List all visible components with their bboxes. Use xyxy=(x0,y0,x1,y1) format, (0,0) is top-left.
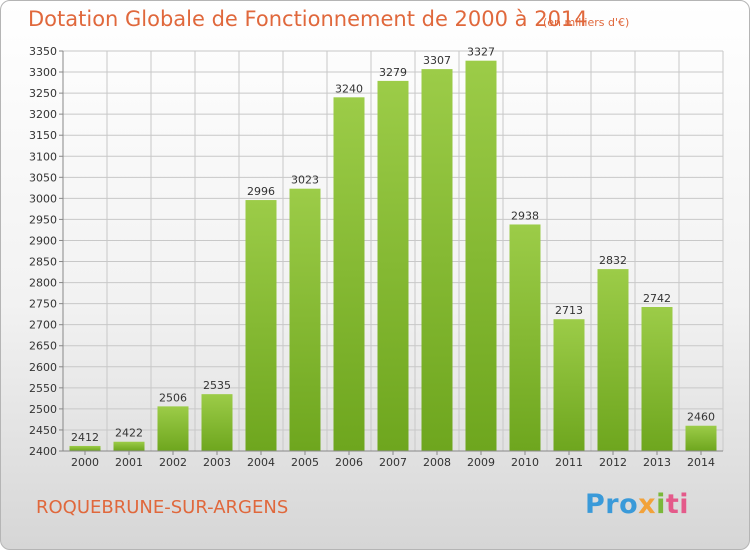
bar-2014 xyxy=(685,425,717,451)
x-tick-label-2013: 2013 xyxy=(643,456,671,469)
x-tick-label-2000: 2000 xyxy=(71,456,99,469)
data-label-2001: 2422 xyxy=(115,427,143,440)
x-tick-label-2002: 2002 xyxy=(159,456,187,469)
data-label-2009: 3327 xyxy=(467,46,495,59)
data-label-2000: 2412 xyxy=(71,431,99,444)
y-tick-label: 2550 xyxy=(29,382,57,395)
y-tick-label: 2900 xyxy=(29,234,57,247)
data-label-2012: 2832 xyxy=(599,254,627,267)
x-tick-label-2003: 2003 xyxy=(203,456,231,469)
data-label-2002: 2506 xyxy=(159,391,187,404)
x-tick-label-2014: 2014 xyxy=(687,456,715,469)
bar-2008 xyxy=(421,69,453,452)
bar-2001 xyxy=(113,441,145,451)
data-label-2014: 2460 xyxy=(687,411,715,424)
bar-2006 xyxy=(333,97,365,451)
chart-title: Dotation Globale de Fonctionnement de 20… xyxy=(28,7,588,31)
y-tick-label: 3100 xyxy=(29,150,57,163)
x-tick-label-2007: 2007 xyxy=(379,456,407,469)
data-label-2007: 3279 xyxy=(379,66,407,79)
logo-part-3: i xyxy=(656,489,666,520)
x-tick-label-2004: 2004 xyxy=(247,456,275,469)
bar-2013 xyxy=(641,307,673,451)
x-tick-label-2005: 2005 xyxy=(291,456,319,469)
y-tick-label: 3300 xyxy=(29,66,57,79)
x-tick-label-2010: 2010 xyxy=(511,456,539,469)
data-label-2004: 2996 xyxy=(247,185,275,198)
commune-name: ROQUEBRUNE-SUR-ARGENS xyxy=(36,497,289,518)
bar-2007 xyxy=(377,80,409,451)
bar-2011 xyxy=(553,319,585,451)
logo-part-4: ti xyxy=(665,489,690,520)
logo-part-1: Pro xyxy=(585,489,639,520)
y-tick-label: 2750 xyxy=(29,298,57,311)
y-tick-label: 2950 xyxy=(29,213,57,226)
x-tick-label-2012: 2012 xyxy=(599,456,627,469)
data-label-2011: 2713 xyxy=(555,304,583,317)
y-tick-label: 2500 xyxy=(29,403,57,416)
data-label-2008: 3307 xyxy=(423,54,451,67)
y-tick-label: 2850 xyxy=(29,256,57,269)
x-tick-label-2011: 2011 xyxy=(555,456,583,469)
proxiti-logo: Proxiti xyxy=(585,489,689,520)
logo-part-2: x xyxy=(638,489,657,520)
y-tick-label: 2650 xyxy=(29,340,57,353)
data-label-2005: 3023 xyxy=(291,174,319,187)
bars xyxy=(69,60,717,452)
bar-2002 xyxy=(157,406,189,451)
bar-2010 xyxy=(509,224,541,451)
bar-2000 xyxy=(69,445,101,451)
axes: 2400 2450 2500 2550 2600 2650 2700 2750 2800 2850… xyxy=(29,45,723,469)
data-labels: 2412 2422 2506 2535 2996 3023 3240 3279 3307 3327… xyxy=(71,46,715,444)
y-tick-label: 2400 xyxy=(29,445,57,458)
x-tick-label-2009: 2009 xyxy=(467,456,495,469)
bar-2005 xyxy=(289,188,321,451)
y-tick-label: 3000 xyxy=(29,192,57,205)
y-tick-label: 2700 xyxy=(29,319,57,332)
y-tick-label: 3200 xyxy=(29,108,57,121)
chart-subtitle: (en milliers d'€) xyxy=(543,16,630,29)
bar-2012 xyxy=(597,269,629,451)
x-tick-label-2006: 2006 xyxy=(335,456,363,469)
data-label-2003: 2535 xyxy=(203,379,231,392)
y-tick-label: 2600 xyxy=(29,361,57,374)
y-tick-label: 3050 xyxy=(29,171,57,184)
x-tick-label-2008: 2008 xyxy=(423,456,451,469)
y-tick-label: 3150 xyxy=(29,129,57,142)
data-label-2010: 2938 xyxy=(511,209,539,222)
x-tick-label-2001: 2001 xyxy=(115,456,143,469)
y-tick-label: 3250 xyxy=(29,87,57,100)
y-tick-label: 2450 xyxy=(29,424,57,437)
y-tick-label: 3350 xyxy=(29,45,57,58)
bar-2003 xyxy=(201,394,233,451)
data-label-2013: 2742 xyxy=(643,292,671,305)
data-label-2006: 3240 xyxy=(335,82,363,95)
bar-2004 xyxy=(245,200,277,451)
bar-2009 xyxy=(465,60,497,452)
y-tick-label: 2800 xyxy=(29,277,57,290)
